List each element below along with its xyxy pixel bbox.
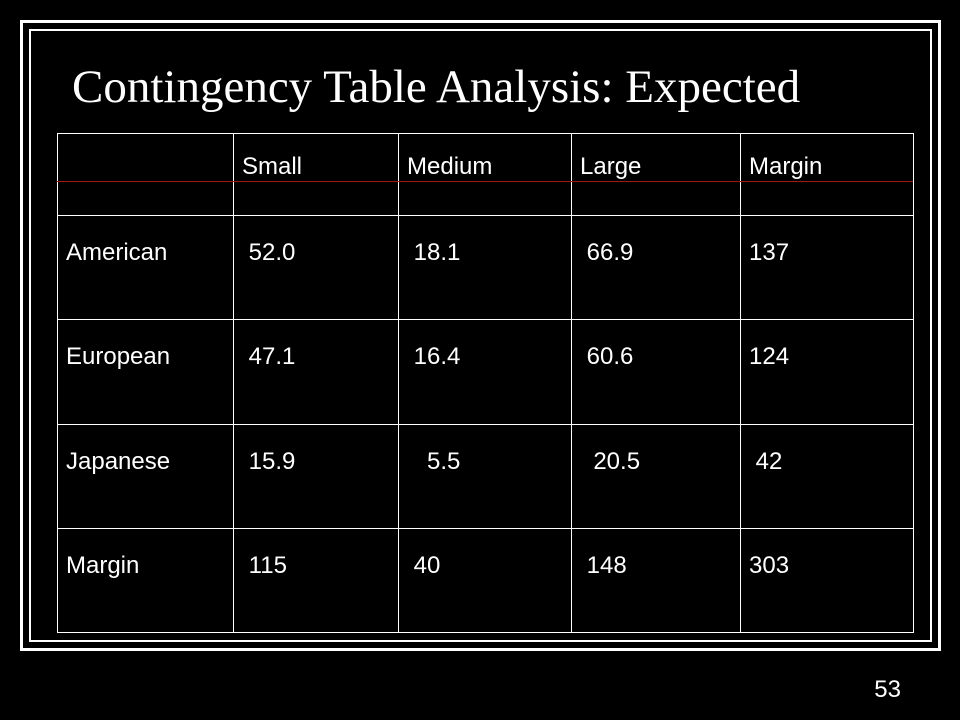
slide-inner-border <box>29 29 932 642</box>
table-cell: 40 <box>398 527 572 634</box>
table-cell: 42 <box>740 423 914 529</box>
row-label: Margin <box>57 527 234 634</box>
table-cell: 5.5 <box>398 423 572 529</box>
header-accent-line <box>57 181 913 182</box>
table-cell: 15.9 <box>233 423 399 529</box>
table-cell: 66.9 <box>571 214 741 321</box>
table-cell: 47.1 <box>233 319 399 425</box>
table-header-row: Small Medium Large Margin <box>57 133 914 216</box>
slide-title: Contingency Table Analysis: Expected <box>72 61 801 113</box>
table-cell: 303 <box>740 527 914 634</box>
row-label: Japanese <box>57 423 234 529</box>
table-cell: 148 <box>571 527 741 634</box>
header-cell-margin: Margin <box>740 133 914 216</box>
table-cell: 18.1 <box>398 214 572 321</box>
slide-number: 53 <box>874 676 901 703</box>
table-cell: 60.6 <box>571 319 741 425</box>
row-label: American <box>57 214 234 321</box>
table-row: European 47.1 16.4 60.6 124 <box>57 319 914 425</box>
header-cell-small: Small <box>233 133 399 216</box>
table-cell: 115 <box>233 527 399 634</box>
header-cell-corner <box>57 133 234 216</box>
table-row: Japanese 15.9 5.5 20.5 42 <box>57 423 914 529</box>
table-cell: 16.4 <box>398 319 572 425</box>
expected-counts-table: Small Medium Large Margin American 52.0 … <box>57 133 914 634</box>
table-cell: 20.5 <box>571 423 741 529</box>
table-row: Margin 115 40 148 303 <box>57 527 914 634</box>
row-label: European <box>57 319 234 425</box>
table-row: American 52.0 18.1 66.9 137 <box>57 214 914 321</box>
header-cell-large: Large <box>571 133 741 216</box>
table-cell: 52.0 <box>233 214 399 321</box>
table-cell: 124 <box>740 319 914 425</box>
slide-outer-border <box>20 20 941 651</box>
header-cell-medium: Medium <box>398 133 572 216</box>
table-cell: 137 <box>740 214 914 321</box>
